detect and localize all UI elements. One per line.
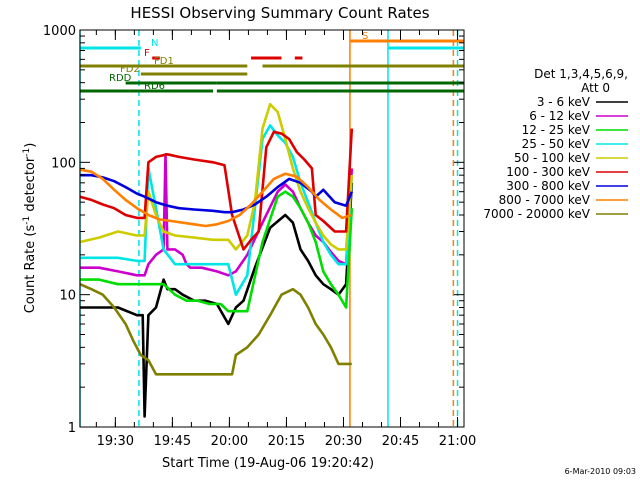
legend-header-line-2: Att 0 (581, 81, 610, 95)
legend-entry-label: 300 - 800 keV (506, 179, 590, 193)
legend-entry-label: 7000 - 20000 keV (483, 207, 590, 221)
x-tick-label: 20:15 (268, 434, 305, 449)
flag-label: RD6 (144, 81, 165, 92)
legend-entry-label: 25 - 50 keV (522, 137, 591, 151)
series-line (80, 153, 354, 277)
x-tick-label: 20:45 (382, 434, 419, 449)
y-axis-label: Count Rate (s-1 detector-1) (22, 143, 38, 314)
plot-frame (79, 29, 465, 428)
series-line (79, 168, 353, 228)
series-line (79, 128, 354, 251)
flag-label: S (362, 31, 368, 42)
legend-entry-label: 12 - 25 keV (522, 123, 591, 137)
flag-label: FD1 (154, 56, 174, 67)
x-tick-label: 21:00 (439, 434, 476, 449)
flag-label: FD2 (120, 64, 140, 75)
chart-title: HESSI Observing Summary Count Rates (130, 4, 429, 22)
flag-label: N (151, 38, 158, 49)
y-tick-label: 100 (51, 156, 76, 171)
x-axis-label: Start Time (19-Aug-06 19:20:42) (162, 456, 374, 471)
series-line (80, 190, 354, 313)
x-tick-label: 20:30 (325, 434, 362, 449)
legend-header-line-1: Det 1,3,4,5,6,9, (534, 67, 628, 81)
legend-entry-label: 3 - 6 keV (537, 95, 591, 109)
y-tick-label: 1000 (43, 24, 76, 39)
flag-label: RDD (109, 73, 132, 84)
legend-entry-label: 100 - 300 keV (506, 165, 590, 179)
x-tick-label: 19:45 (154, 434, 191, 449)
y-tick-label: 10 (59, 289, 76, 304)
legend-entry-label: 6 - 12 keV (529, 109, 591, 123)
legend-entry-label: 800 - 7000 keV (499, 193, 591, 207)
x-tick-label: 19:30 (97, 434, 134, 449)
series-line (80, 182, 354, 418)
y-tick-label: 1 (68, 421, 76, 436)
footer-date: 6-Mar-2010 09:03 (565, 467, 636, 476)
flag-label: F (144, 48, 150, 59)
legend-entry-label: 50 - 100 keV (514, 151, 591, 165)
x-tick-label: 20:00 (211, 434, 248, 449)
series-line (79, 283, 352, 376)
